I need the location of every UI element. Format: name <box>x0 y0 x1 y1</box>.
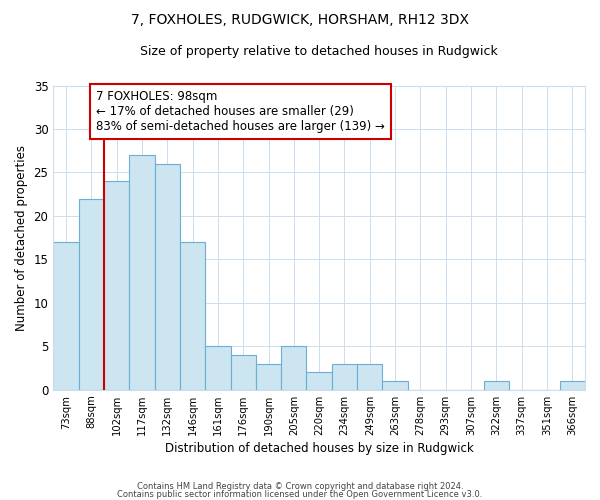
Bar <box>180 242 205 390</box>
Bar <box>307 372 332 390</box>
Text: 7, FOXHOLES, RUDGWICK, HORSHAM, RH12 3DX: 7, FOXHOLES, RUDGWICK, HORSHAM, RH12 3DX <box>131 12 469 26</box>
X-axis label: Distribution of detached houses by size in Rudgwick: Distribution of detached houses by size … <box>165 442 473 455</box>
Bar <box>560 381 585 390</box>
Bar <box>129 155 155 390</box>
Bar <box>382 381 408 390</box>
Bar <box>484 381 509 390</box>
Bar <box>281 346 307 390</box>
Bar <box>205 346 230 390</box>
Text: Contains public sector information licensed under the Open Government Licence v3: Contains public sector information licen… <box>118 490 482 499</box>
Y-axis label: Number of detached properties: Number of detached properties <box>15 144 28 330</box>
Text: Contains HM Land Registry data © Crown copyright and database right 2024.: Contains HM Land Registry data © Crown c… <box>137 482 463 491</box>
Bar <box>332 364 357 390</box>
Bar <box>256 364 281 390</box>
Bar <box>104 181 129 390</box>
Bar <box>79 198 104 390</box>
Title: Size of property relative to detached houses in Rudgwick: Size of property relative to detached ho… <box>140 45 498 58</box>
Text: 7 FOXHOLES: 98sqm
← 17% of detached houses are smaller (29)
83% of semi-detached: 7 FOXHOLES: 98sqm ← 17% of detached hous… <box>96 90 385 133</box>
Bar <box>357 364 382 390</box>
Bar <box>230 355 256 390</box>
Bar <box>155 164 180 390</box>
Bar <box>53 242 79 390</box>
